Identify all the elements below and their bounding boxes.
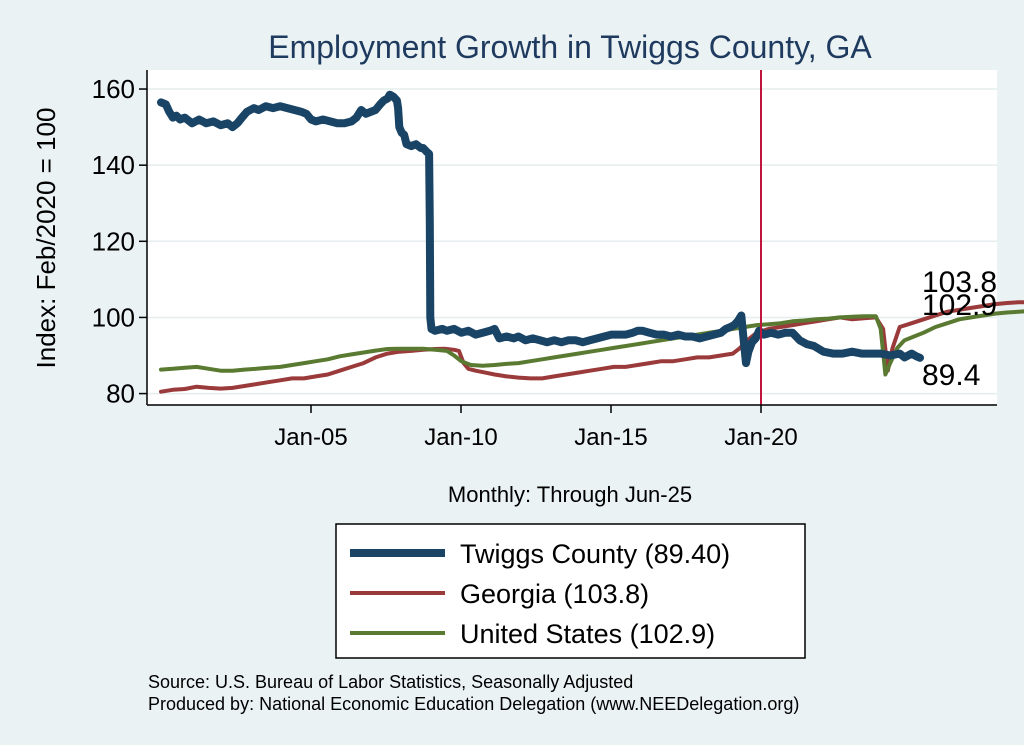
- legend: Twiggs County (89.40) Georgia (103.8) Unit…: [335, 523, 806, 659]
- y-ticks: 80 100 120 140 160: [92, 74, 147, 409]
- end-label-georgia: 103.8: [922, 266, 997, 299]
- x-axis-label: Monthly: Through Jun-25: [448, 482, 692, 507]
- series-line-georgia: [159, 300, 1024, 394]
- x-tick-label-Jan-10: Jan-10: [424, 424, 497, 451]
- y-tick-label-140: 140: [92, 150, 135, 180]
- series-line-twiggs: [157, 90, 924, 368]
- series-layer: [157, 90, 1024, 394]
- y-axis-label: Index: Feb/2020 = 100: [31, 108, 61, 369]
- legend-label-0: Twiggs County (89.40): [460, 539, 730, 569]
- y-tick-label-120: 120: [92, 226, 135, 256]
- legend-label-2: United States (102.9): [460, 619, 715, 649]
- end-label-united-states: 102.9: [922, 289, 997, 322]
- produced-by-note: Produced by: National Economic Education…: [148, 694, 799, 714]
- x-tick-label-Jan-05: Jan-05: [274, 424, 347, 451]
- y-tick-label-80: 80: [106, 379, 135, 409]
- legend-label-1: Georgia (103.8): [460, 579, 649, 609]
- x-tick-label-Jan-20: Jan-20: [724, 424, 797, 451]
- y-tick-label-160: 160: [92, 74, 135, 104]
- x-tick-label-Jan-15: Jan-15: [574, 424, 647, 451]
- source-note: Source: U.S. Bureau of Labor Statistics,…: [148, 672, 633, 692]
- end-label-twiggs: 89.4: [922, 359, 980, 392]
- y-tick-label-100: 100: [92, 302, 135, 332]
- series-line-united: [159, 309, 1024, 377]
- chart-title: Employment Growth in Twiggs County, GA: [268, 29, 872, 65]
- x-ticks: Jan-05 Jan-10 Jan-15 Jan-20: [274, 405, 798, 451]
